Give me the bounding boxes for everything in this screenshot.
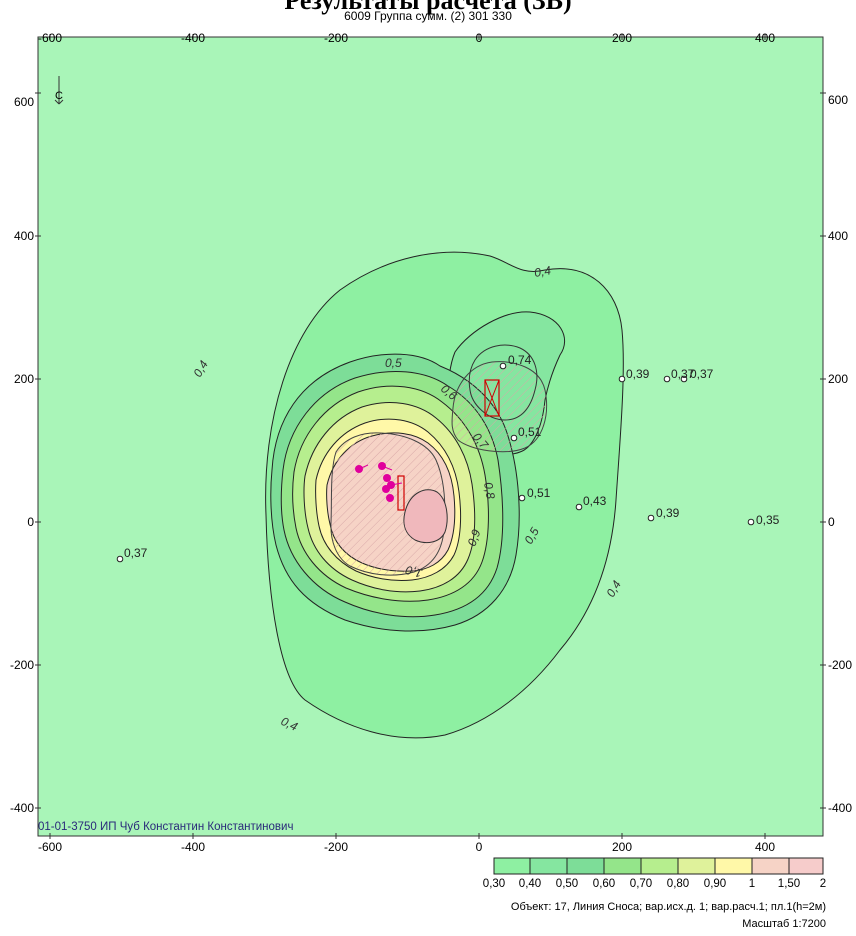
inner-ellipse-zone xyxy=(403,489,448,544)
page-title: Результаты расчета (ЗВ) xyxy=(284,0,572,15)
source-line xyxy=(484,379,500,417)
legend-swatch xyxy=(788,857,824,875)
legend-swatch xyxy=(640,857,679,875)
y-tick-right: 0 xyxy=(828,515,835,529)
point-label: 0,39 xyxy=(656,506,680,520)
calc-point xyxy=(499,362,507,370)
point-label: 0,37 xyxy=(124,546,148,560)
x-tick-top: -200 xyxy=(324,31,348,45)
point-label: 0,74 xyxy=(508,353,532,367)
calc-point xyxy=(518,494,526,502)
contour-label: 0,4 xyxy=(279,714,300,734)
x-tick-bottom: 200 xyxy=(612,840,632,854)
legend-swatch xyxy=(603,857,642,875)
contour-label: 0,4 xyxy=(533,263,552,280)
calc-point xyxy=(510,434,518,442)
source-point xyxy=(386,494,394,502)
legend-swatch xyxy=(714,857,753,875)
x-tick-bottom: -200 xyxy=(324,840,348,854)
y-tick-right: 600 xyxy=(828,93,848,107)
y-tick-left: -400 xyxy=(10,801,34,815)
legend-label: 0,40 xyxy=(519,878,541,890)
x-tick-top: 400 xyxy=(755,31,775,45)
calc-point xyxy=(663,375,671,383)
point-label: 0,51 xyxy=(527,486,551,500)
right-small-ellipse xyxy=(468,344,538,421)
y-tick-left: 600 xyxy=(14,95,34,109)
x-tick-bottom: 0 xyxy=(476,840,483,854)
calc-point xyxy=(116,555,124,563)
legend-swatch xyxy=(529,857,568,875)
x-tick-top: -400 xyxy=(181,31,205,45)
organization-label: 01-01-3750 ИП Чуб Константин Константино… xyxy=(38,821,294,833)
x-tick-bottom: -600 xyxy=(38,840,62,854)
source-point xyxy=(383,474,391,482)
x-tick-bottom: 400 xyxy=(755,840,775,854)
contour-label: 0,8 xyxy=(481,481,498,500)
legend-label: 0,30 xyxy=(483,878,505,890)
legend-label: 0,80 xyxy=(667,878,689,890)
calc-point xyxy=(680,375,688,383)
calc-point xyxy=(647,514,655,522)
legend-color-bar xyxy=(493,857,824,875)
y-tick-right: 200 xyxy=(828,372,848,386)
calc-point xyxy=(747,518,755,526)
contour-label: 0,5 xyxy=(385,356,402,370)
y-tick-left: 0 xyxy=(27,515,34,529)
legend-swatch xyxy=(677,857,716,875)
map-subtitle: 6009 Группа сумм. (2) 301 330 xyxy=(344,9,512,23)
point-label: 0,39 xyxy=(626,367,650,381)
source-rect-right xyxy=(484,379,500,417)
axis-ticks xyxy=(35,34,826,839)
calc-point xyxy=(575,503,583,511)
legend-label: 0,70 xyxy=(630,878,652,890)
legend-label: 1 xyxy=(749,878,755,890)
point-label: 0,35 xyxy=(756,513,780,527)
legend-swatch xyxy=(493,857,531,875)
y-tick-right: -400 xyxy=(828,801,852,815)
x-tick-bottom: -400 xyxy=(181,840,205,854)
legend-label: 0,60 xyxy=(593,878,615,890)
legend-label: 2 xyxy=(820,878,826,890)
north-label: С xyxy=(55,90,63,102)
y-tick-left: 400 xyxy=(14,229,34,243)
x-tick-top: -600 xyxy=(38,31,62,45)
point-label: 0,51 xyxy=(518,425,542,439)
y-tick-right: -200 xyxy=(828,658,852,672)
y-tick-right: 400 xyxy=(828,229,848,243)
legend-label: 1,50 xyxy=(778,878,800,890)
calc-point xyxy=(618,375,626,383)
legend-swatch xyxy=(751,857,790,875)
y-tick-left: 200 xyxy=(14,372,34,386)
point-label: 0,37 xyxy=(671,367,695,381)
source-point xyxy=(382,485,390,493)
y-tick-left: -200 xyxy=(10,658,34,672)
legend-label: 0,90 xyxy=(704,878,726,890)
north-arrow-icon: С xyxy=(54,76,64,105)
x-tick-top: 0 xyxy=(476,31,483,45)
legend-label: 0,50 xyxy=(556,878,578,890)
point-label: 0,37 xyxy=(690,367,714,381)
contour-label: 0,9 xyxy=(465,527,484,548)
x-tick-top: 200 xyxy=(612,31,632,45)
contour-label: 1,0 xyxy=(404,563,424,581)
legend-swatch xyxy=(566,857,605,875)
source-rect-main xyxy=(397,475,405,511)
point-label: 0,43 xyxy=(583,494,607,508)
object-info: Объект: 17, Линия Сноса; вар.исх.д. 1; в… xyxy=(510,901,826,913)
scale-label: Масштаб 1:7200 xyxy=(742,918,826,930)
